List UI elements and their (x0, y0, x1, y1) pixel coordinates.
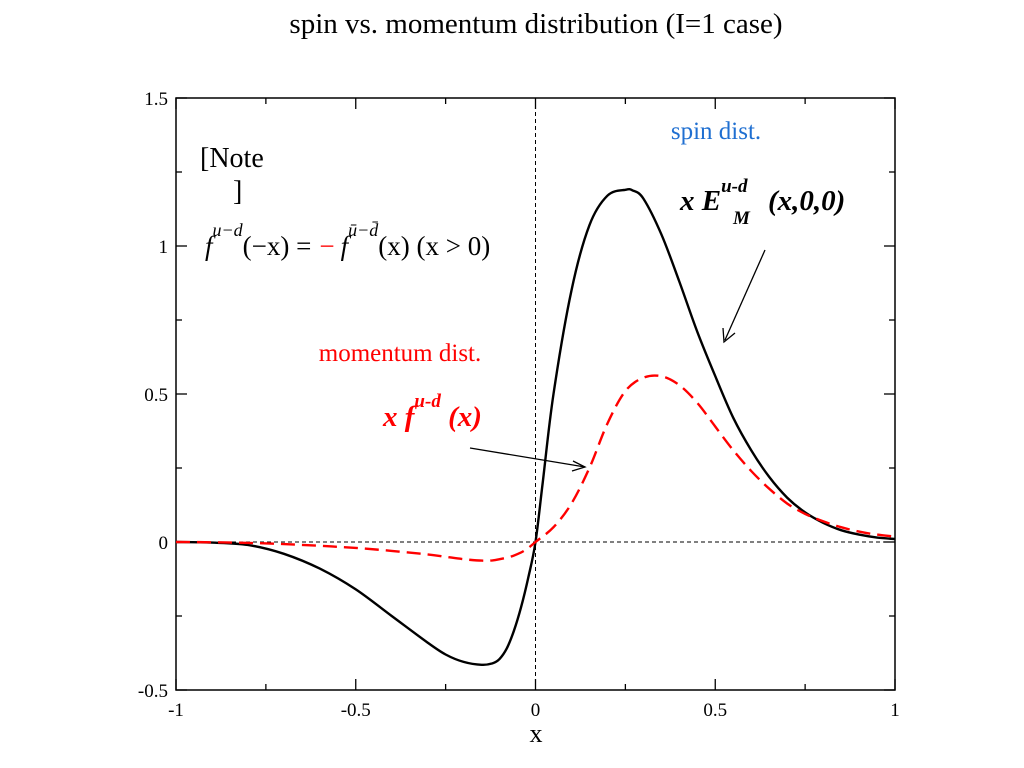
note-minus: − (319, 231, 334, 261)
note-close: ] (233, 176, 242, 207)
spin-formula-args: (x,0,0) (768, 185, 845, 217)
x-axis-label: x (530, 719, 543, 748)
x-tick-label: -1 (168, 700, 184, 721)
note-sup-right: ū−d̄ (348, 220, 379, 240)
momentum-dist-label: momentum dist. (319, 340, 482, 367)
series-line-momentum (175, 374, 896, 562)
momentum-arrow (469, 447, 587, 472)
spin-formula-sup: u-d (721, 176, 748, 197)
chart-title: spin vs. momentum distribution (I=1 case… (289, 8, 783, 40)
note-f-right: f (341, 231, 352, 261)
note-f-left: f (205, 231, 216, 261)
note-open: [Note (200, 143, 264, 174)
tick-labels: -1 -0.5 0 0.5 1-0.500.511.5 (138, 89, 900, 721)
spin-formula-sub: M (732, 208, 751, 229)
y-tick-label: 0.5 (144, 385, 168, 406)
spin-dist-label: spin dist. (671, 118, 761, 145)
momentum-formula: x fu-d (x) (382, 391, 482, 433)
momentum-formula-args: (x) (441, 401, 482, 433)
series-line-spin (175, 187, 896, 667)
note-arg-right: (x) (x > 0) (378, 231, 490, 261)
y-tick-label: 0 (159, 533, 169, 554)
x-tick-label: 1 (890, 700, 900, 721)
spin-arrow (722, 249, 766, 344)
momentum-formula-main: x f (382, 401, 418, 433)
x-tick-label: 0 (531, 700, 541, 721)
spin-formula-main: x E (679, 185, 721, 217)
y-tick-label: -0.5 (138, 681, 168, 702)
x-tick-label: -0.5 (341, 700, 371, 721)
spin-formula: x Eu-d M (x,0,0) (679, 176, 845, 229)
note-formula: fu−d(−x) = − fū−d̄(x) (x > 0) (205, 220, 490, 261)
note-sup-left: u−d (213, 220, 244, 240)
y-tick-label: 1.5 (144, 89, 168, 110)
momentum-formula-sup: u-d (414, 391, 441, 412)
note-arg-left: (−x) = (243, 231, 312, 261)
y-tick-label: 1 (159, 237, 169, 258)
x-tick-label: 0.5 (703, 700, 727, 721)
